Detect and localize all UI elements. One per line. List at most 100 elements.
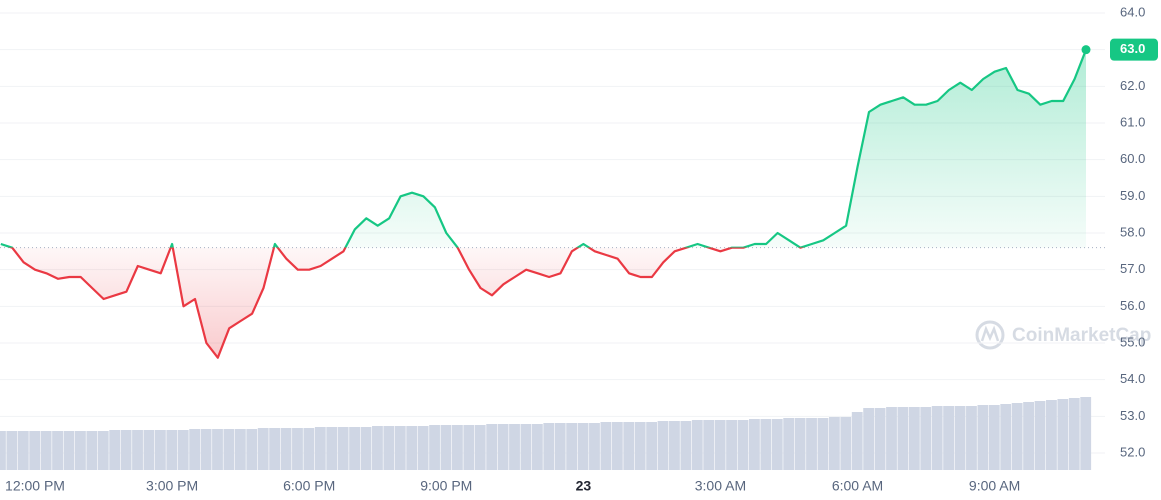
y-tick-label: 57.0	[1120, 261, 1145, 276]
volume-bar	[669, 421, 680, 470]
volume-bar	[212, 429, 223, 470]
volume-bar	[257, 428, 269, 470]
volume-bar	[303, 428, 315, 470]
volume-bar	[0, 431, 6, 470]
volume-bar	[86, 431, 98, 470]
volume-bar	[280, 428, 292, 470]
volume-bar	[794, 418, 806, 470]
volume-bar	[783, 418, 795, 470]
volume-bar	[623, 422, 635, 470]
volume-bar	[75, 431, 86, 470]
volume-bar	[863, 408, 875, 470]
volume-bar	[966, 406, 977, 470]
volume-bar	[977, 405, 989, 470]
volume-bar	[1057, 399, 1069, 470]
volume-bar	[874, 408, 886, 470]
y-tick-label: 62.0	[1120, 78, 1145, 93]
volume-bar	[828, 417, 840, 470]
volume-bar	[531, 424, 543, 470]
volume-bar	[349, 427, 360, 470]
volume-bar	[189, 429, 201, 470]
last-price-badge	[1110, 38, 1158, 61]
y-tick-label: 54.0	[1120, 371, 1145, 386]
volume-bar	[372, 426, 383, 470]
x-tick-label: 3:00 AM	[695, 478, 746, 494]
price-area	[0, 49, 1086, 358]
volume-bar	[589, 423, 600, 470]
y-tick-label: 60.0	[1120, 151, 1145, 166]
volume-bar	[200, 429, 212, 470]
volume-bar	[143, 430, 155, 470]
volume-bar	[886, 407, 897, 470]
volume-bar	[1068, 398, 1080, 470]
volume-bar	[908, 407, 920, 470]
volume-bar	[988, 405, 1000, 470]
volume-bar	[120, 430, 132, 470]
volume-bar	[737, 420, 749, 470]
volume-bar	[600, 422, 612, 470]
volume-bar	[486, 424, 498, 470]
x-tick-label: 23	[576, 478, 592, 494]
volume-bar	[691, 420, 703, 470]
volume-bar	[177, 430, 189, 470]
volume-bar	[931, 406, 943, 470]
volume-bar	[760, 419, 772, 470]
volume-bar	[223, 429, 235, 470]
volume-bar	[337, 427, 349, 470]
volume-bar	[703, 420, 715, 470]
volume-bar	[429, 425, 440, 470]
volume-bar	[154, 430, 166, 470]
volume-bar	[474, 425, 486, 470]
volume-bar	[920, 407, 932, 470]
volume-bar	[851, 412, 863, 470]
volume-bar	[314, 427, 326, 470]
volume-bar	[577, 423, 589, 470]
volume-bar	[943, 406, 955, 470]
volume-bar	[543, 423, 555, 470]
volume-bar	[680, 421, 692, 470]
volume-bar	[817, 418, 829, 470]
volume-bar	[463, 425, 475, 470]
volume-bar	[166, 430, 178, 470]
volume-bar	[509, 424, 520, 470]
watermark: CoinMarketCap	[975, 320, 1151, 350]
volume-bar	[1000, 404, 1012, 470]
volume-bar	[40, 431, 52, 470]
volume-bar	[1046, 400, 1057, 470]
x-tick-label: 9:00 AM	[969, 478, 1020, 494]
volume-bar	[1011, 403, 1023, 470]
volume-bar	[63, 431, 75, 470]
volume-bar	[840, 417, 852, 470]
volume-bar	[246, 429, 258, 470]
volume-bar	[497, 424, 509, 470]
y-tick-label: 58.0	[1120, 224, 1145, 239]
x-tick-label: 6:00 PM	[283, 478, 335, 494]
x-tick-label: 12:00 PM	[5, 478, 65, 494]
volume-bar	[1080, 397, 1092, 470]
volume-bar	[749, 419, 760, 470]
volume-bar	[6, 431, 18, 470]
x-tick-label: 3:00 PM	[146, 478, 198, 494]
volume-bar	[406, 426, 418, 470]
volume-bar	[360, 427, 372, 470]
y-tick-label: 59.0	[1120, 188, 1145, 203]
last-price-label: 63.0	[1120, 41, 1145, 56]
volume-bar	[383, 426, 395, 470]
volume-bar	[634, 422, 646, 470]
volume-bar	[714, 420, 726, 470]
volume-bar	[394, 426, 406, 470]
price-line	[0, 49, 1088, 359]
volume-bar	[554, 423, 566, 470]
volume-bar	[17, 431, 29, 470]
volume-bar	[1023, 402, 1034, 470]
volume-bar	[97, 431, 109, 470]
y-tick-label: 52.0	[1120, 444, 1145, 459]
volume-bar	[326, 427, 338, 470]
volume-bar	[1034, 401, 1046, 470]
y-tick-label: 56.0	[1120, 298, 1145, 313]
volume-bar	[234, 429, 246, 470]
volume-bar	[611, 422, 623, 470]
volume-bar	[440, 425, 452, 470]
volume-bar	[451, 425, 463, 470]
y-tick-label: 55.0	[1120, 334, 1145, 349]
